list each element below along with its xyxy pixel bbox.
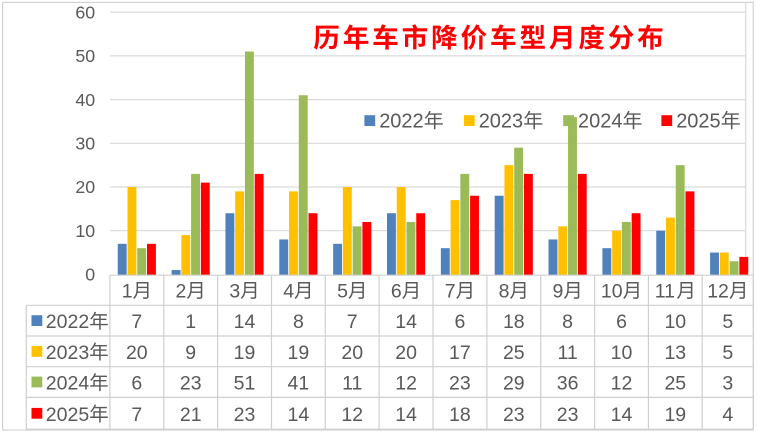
svg-text:5: 5 bbox=[337, 280, 348, 302]
svg-text:17: 17 bbox=[449, 342, 471, 364]
svg-text:21: 21 bbox=[180, 404, 202, 426]
svg-text:6: 6 bbox=[454, 311, 465, 333]
svg-text:12: 12 bbox=[341, 404, 363, 426]
svg-text:4: 4 bbox=[722, 404, 733, 426]
svg-text:2025: 2025 bbox=[46, 404, 90, 426]
svg-text:2023: 2023 bbox=[479, 111, 524, 133]
svg-text:2022: 2022 bbox=[379, 111, 424, 133]
svg-text:40: 40 bbox=[75, 90, 95, 110]
svg-text:10: 10 bbox=[664, 311, 686, 333]
svg-text:2023: 2023 bbox=[46, 342, 89, 364]
svg-text:6: 6 bbox=[391, 280, 402, 302]
svg-text:2: 2 bbox=[176, 280, 187, 302]
svg-text:18: 18 bbox=[449, 404, 471, 426]
svg-text:23: 23 bbox=[503, 404, 525, 426]
svg-text:23: 23 bbox=[557, 404, 579, 426]
svg-text:19: 19 bbox=[664, 404, 686, 426]
svg-text:20: 20 bbox=[126, 342, 148, 364]
svg-text:6: 6 bbox=[616, 311, 627, 333]
svg-text:14: 14 bbox=[611, 404, 633, 426]
svg-text:14: 14 bbox=[288, 404, 310, 426]
svg-text:7: 7 bbox=[347, 311, 358, 333]
svg-text:20: 20 bbox=[75, 177, 95, 197]
svg-text:8: 8 bbox=[293, 311, 304, 333]
svg-text:7: 7 bbox=[445, 280, 456, 302]
svg-text:12: 12 bbox=[707, 280, 729, 302]
svg-text:0: 0 bbox=[85, 265, 95, 285]
svg-text:7: 7 bbox=[131, 404, 142, 426]
svg-text:25: 25 bbox=[664, 373, 686, 395]
svg-text:12: 12 bbox=[611, 373, 633, 395]
svg-text:2025: 2025 bbox=[676, 111, 721, 133]
svg-text:12: 12 bbox=[395, 373, 417, 395]
svg-text:1: 1 bbox=[122, 280, 133, 302]
svg-text:10: 10 bbox=[75, 221, 95, 241]
svg-text:23: 23 bbox=[234, 404, 256, 426]
svg-text:10: 10 bbox=[601, 280, 623, 302]
svg-text:23: 23 bbox=[180, 373, 202, 395]
svg-text:3: 3 bbox=[229, 280, 240, 302]
svg-text:60: 60 bbox=[75, 2, 95, 22]
svg-text:3: 3 bbox=[722, 373, 733, 395]
svg-text:7: 7 bbox=[131, 311, 142, 333]
svg-text:14: 14 bbox=[395, 404, 417, 426]
svg-text:18: 18 bbox=[503, 311, 525, 333]
svg-text:9: 9 bbox=[553, 280, 564, 302]
svg-text:5: 5 bbox=[722, 342, 733, 364]
svg-text:51: 51 bbox=[234, 373, 256, 395]
svg-text:19: 19 bbox=[288, 342, 310, 364]
svg-text:5: 5 bbox=[722, 311, 733, 333]
svg-text:20: 20 bbox=[341, 342, 363, 364]
svg-text:19: 19 bbox=[234, 342, 256, 364]
svg-text:50: 50 bbox=[75, 46, 95, 66]
svg-text:4: 4 bbox=[283, 280, 294, 302]
svg-text:25: 25 bbox=[503, 342, 525, 364]
svg-text:14: 14 bbox=[395, 311, 417, 333]
svg-text:13: 13 bbox=[664, 342, 686, 364]
svg-text:11: 11 bbox=[655, 280, 675, 302]
svg-text:6: 6 bbox=[131, 373, 142, 395]
svg-text:11: 11 bbox=[557, 342, 577, 364]
svg-text:2024: 2024 bbox=[578, 111, 623, 133]
svg-text:11: 11 bbox=[342, 373, 362, 395]
svg-text:10: 10 bbox=[611, 342, 633, 364]
svg-text:2024: 2024 bbox=[46, 373, 90, 395]
svg-text:20: 20 bbox=[395, 342, 417, 364]
svg-text:23: 23 bbox=[449, 373, 471, 395]
svg-text:9: 9 bbox=[185, 342, 196, 364]
svg-text:8: 8 bbox=[499, 280, 510, 302]
svg-text:36: 36 bbox=[557, 373, 579, 395]
svg-text:1: 1 bbox=[185, 311, 196, 333]
svg-text:29: 29 bbox=[503, 373, 525, 395]
svg-text:2022: 2022 bbox=[46, 311, 89, 333]
svg-text:8: 8 bbox=[562, 311, 573, 333]
svg-text:30: 30 bbox=[75, 134, 95, 154]
svg-text:14: 14 bbox=[234, 311, 256, 333]
svg-text:41: 41 bbox=[288, 373, 310, 395]
